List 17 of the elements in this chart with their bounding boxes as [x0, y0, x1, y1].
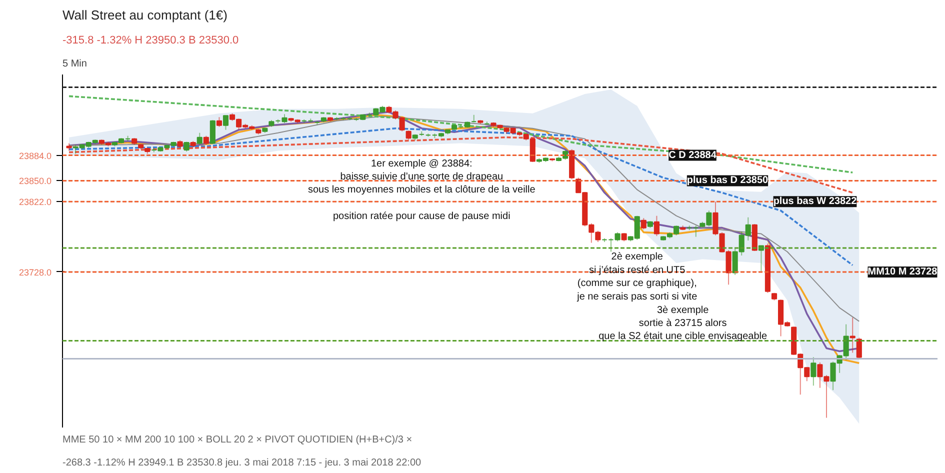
line-series — [68, 136, 854, 194]
ref-line-label: plus bas D 23850 — [686, 175, 769, 186]
chart-subtitle: -315.8 -1.32% H 23950.3 B 23530.0 — [62, 34, 239, 46]
ref-line-label: MM10 M 23728 — [868, 266, 938, 278]
text: -268.3 -1.12% H 23949.1 B 23530.8 jeu. 3 mai 2018 7:15 - jeu. 3 mai 2018 22:00 — [62, 458, 422, 468]
text: 5 Min — [62, 58, 87, 70]
annotation: 3è exemple sortie à 23715 alors que la S2 était une cible envisageable — [598, 304, 768, 342]
y-tick-label: 23884.0 — [18, 150, 52, 161]
text: MME 50 10 × MM 200 10 100 × BOLL 20 2 × PIVOT QUOTIDIEN (H+B+C)/3 × — [62, 434, 412, 446]
ref-line-label: C D 23884 — [668, 150, 717, 161]
ref-line-label: plus bas W 23822 — [773, 196, 858, 208]
chart-title: Wall Street au comptant (1€) — [62, 8, 228, 22]
y-tick-label: 23850.0 — [18, 176, 52, 186]
y-tick-label: 23822.0 — [18, 197, 52, 208]
line-series — [68, 95, 854, 174]
y-tick-label: 23728.0 — [18, 267, 52, 278]
text: 1er exemple @ 23884: baisse suivie d’une sorte de drapeau sous les moyennes mobiles et la clôture de la veille position ratée pour cause de pause midi — [308, 158, 536, 222]
